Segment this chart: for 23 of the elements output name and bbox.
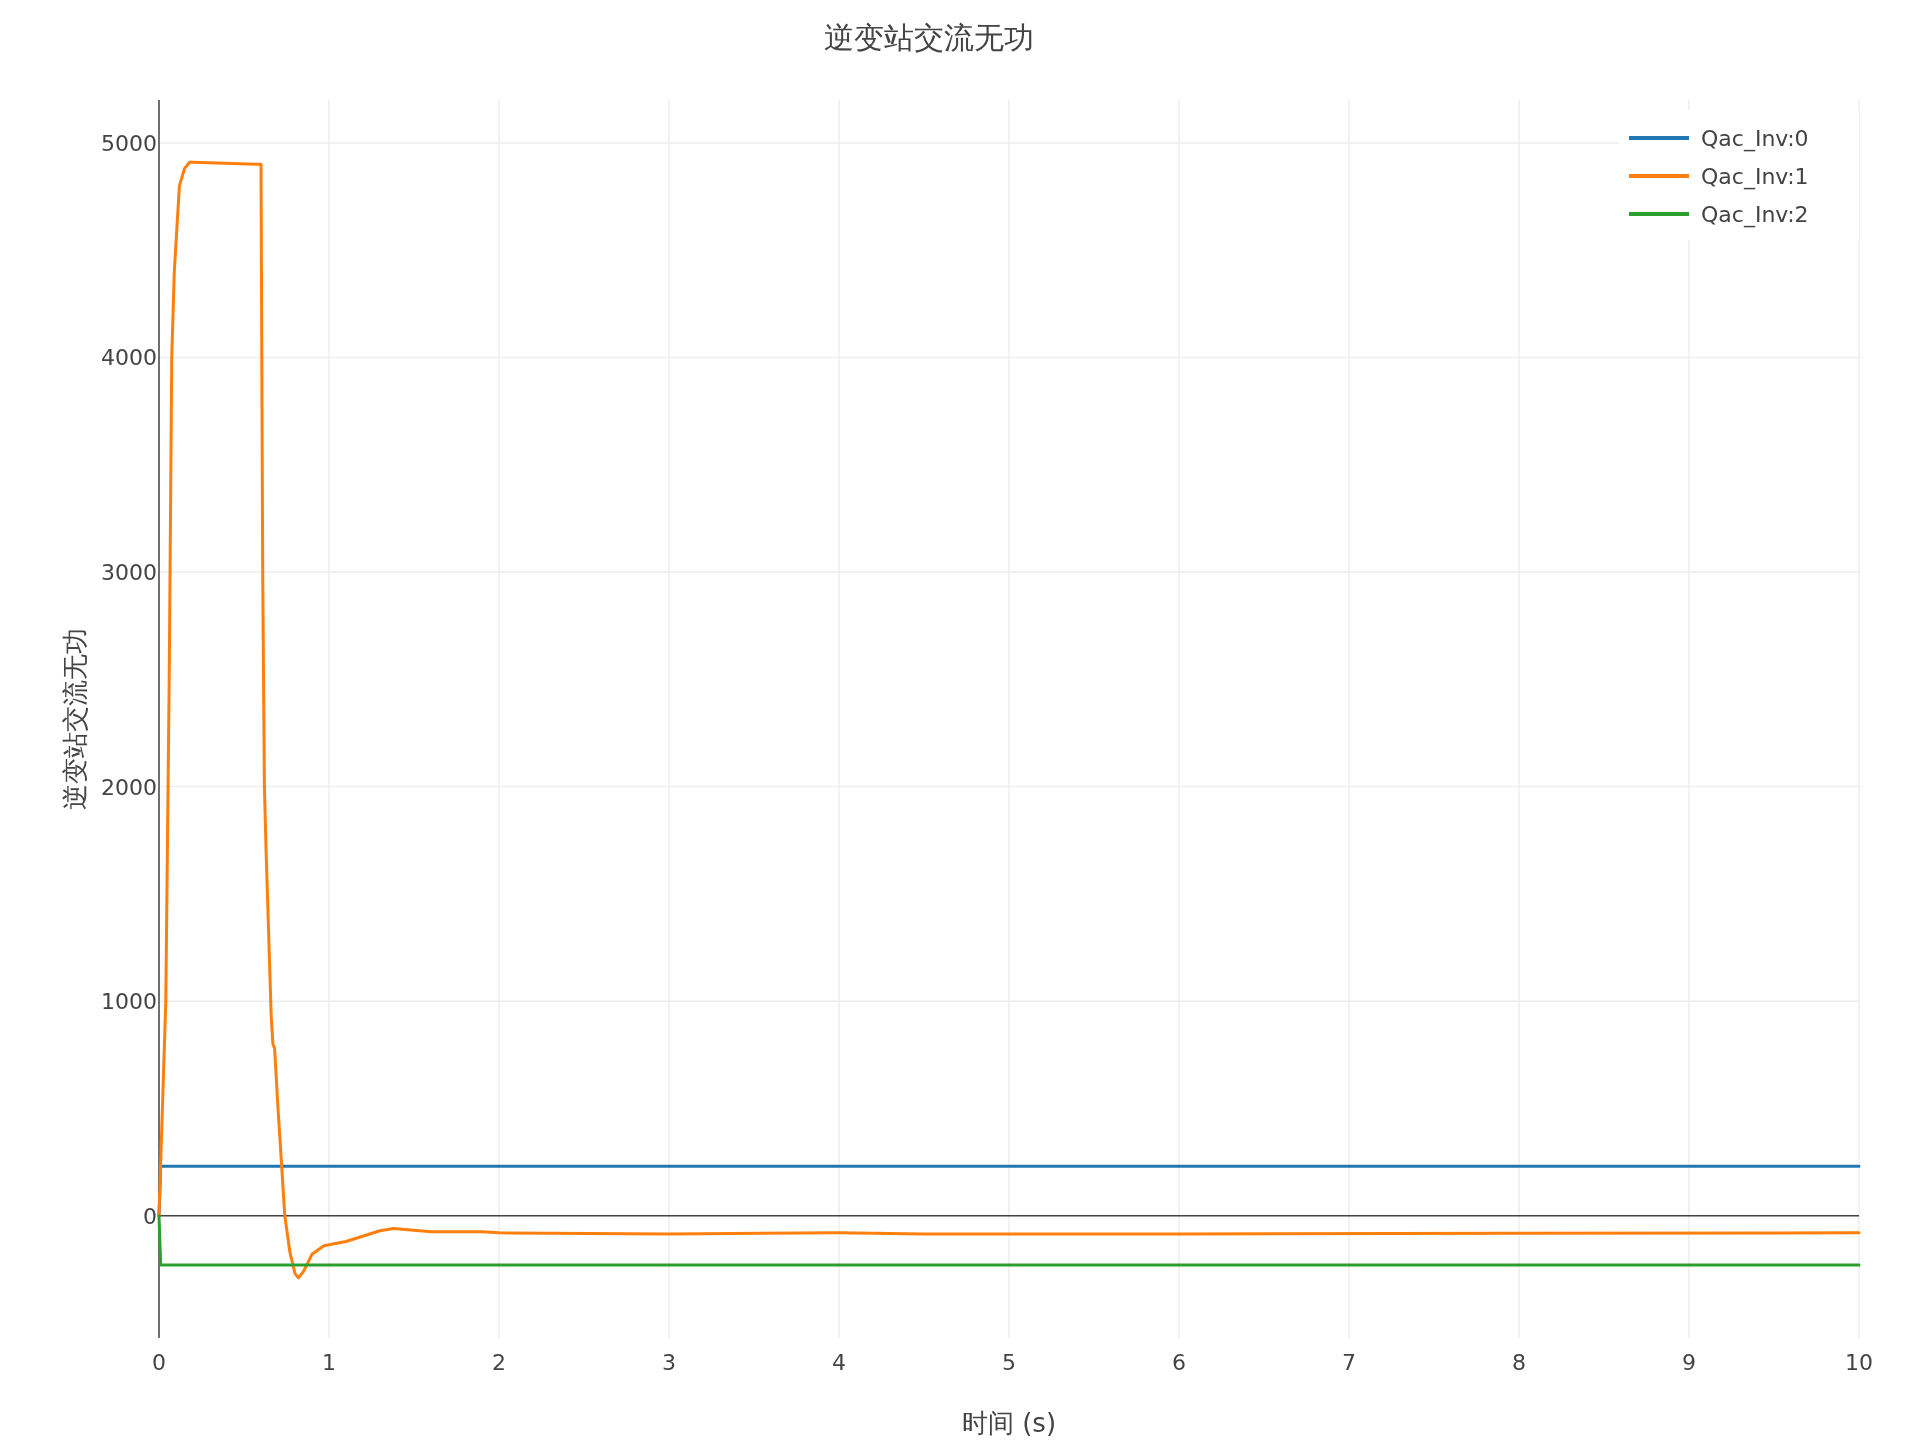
legend-label: Qac_Inv:1 <box>1701 164 1809 190</box>
x-tick-label: 9 <box>1682 1350 1696 1375</box>
x-tick-label: 5 <box>1002 1350 1016 1375</box>
x-tick-label: 7 <box>1342 1350 1356 1375</box>
legend-label: Qac_Inv:2 <box>1701 202 1809 228</box>
x-tick-label: 8 <box>1512 1350 1526 1375</box>
y-tick-label: 2000 <box>101 774 157 800</box>
x-tick-label: 2 <box>492 1350 506 1375</box>
x-tick-label: 10 <box>1845 1350 1873 1375</box>
x-tick-label: 4 <box>832 1350 846 1375</box>
y-tick-label: 5000 <box>101 130 157 156</box>
y-axis-title: 逆变站交流无功 <box>60 628 90 810</box>
legend-label: Qac_Inv:0 <box>1701 126 1809 152</box>
line-series <box>157 160 1861 1280</box>
y-tick-label: 3000 <box>101 560 157 586</box>
x-tick-label: 3 <box>662 1350 676 1375</box>
chart-title: 逆变站交流无功 <box>824 20 1034 55</box>
x-tick-label: 1 <box>322 1350 336 1375</box>
y-tick-label: 0 <box>143 1203 157 1229</box>
y-tick-label: 4000 <box>101 345 157 371</box>
x-tick-label: 6 <box>1172 1350 1186 1375</box>
y-tick-label: 1000 <box>101 989 157 1015</box>
x-axis-title: 时间 (s) <box>961 1408 1057 1438</box>
